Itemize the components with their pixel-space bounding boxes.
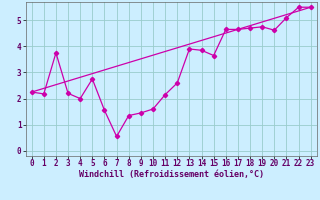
X-axis label: Windchill (Refroidissement éolien,°C): Windchill (Refroidissement éolien,°C) (79, 170, 264, 179)
